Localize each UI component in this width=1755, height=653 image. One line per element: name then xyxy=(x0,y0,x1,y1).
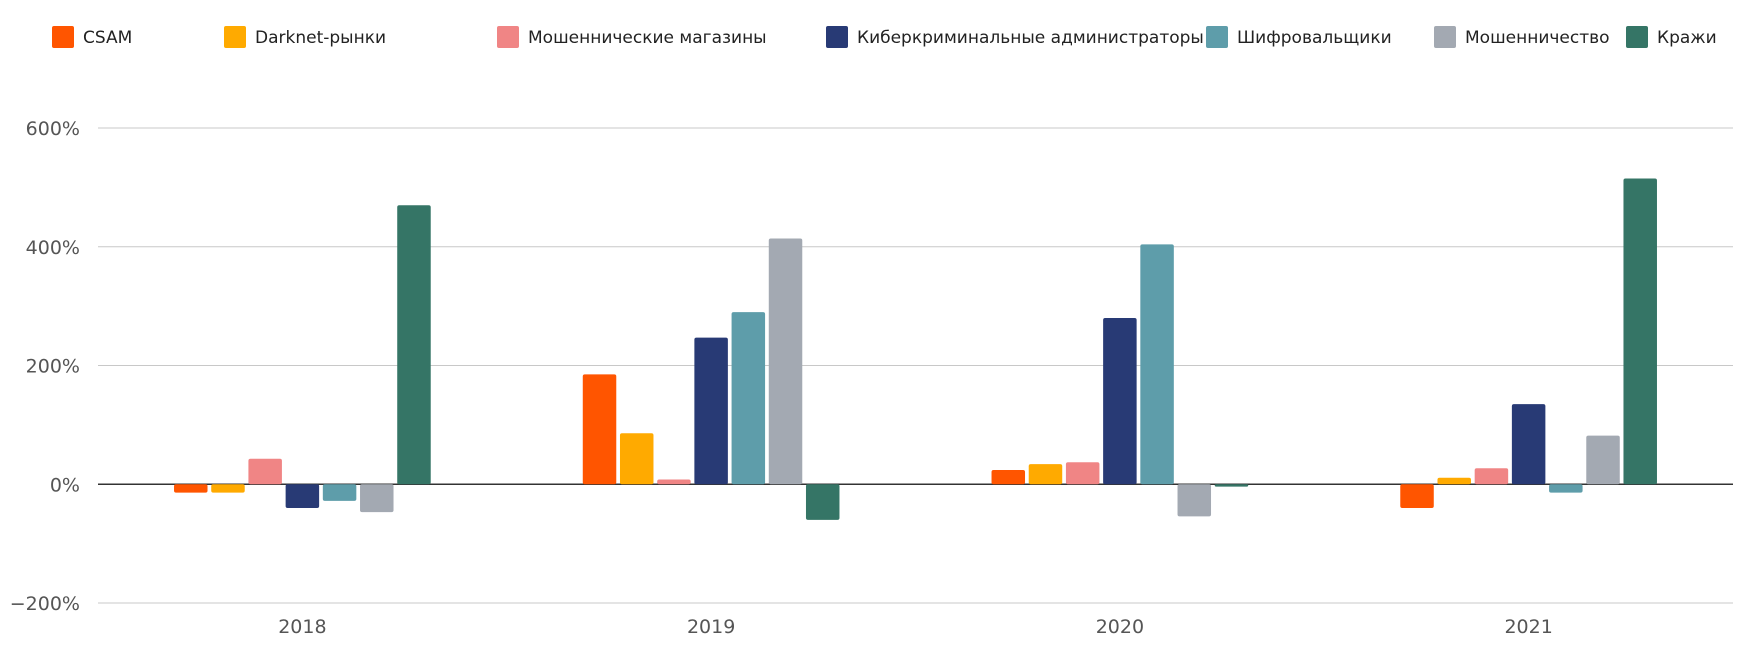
bar[interactable] xyxy=(582,374,617,485)
bar[interactable] xyxy=(694,337,728,485)
bar[interactable] xyxy=(1474,468,1509,485)
bar[interactable] xyxy=(1623,178,1657,485)
bars xyxy=(174,178,1657,520)
bar[interactable] xyxy=(1065,462,1100,485)
y-tick-label: 400% xyxy=(26,237,80,259)
bar[interactable] xyxy=(1549,484,1583,493)
legend-label: Мошеннические магазины xyxy=(528,28,767,48)
legend-item[interactable]: Darknet-рынки xyxy=(224,26,386,48)
bar[interactable] xyxy=(768,238,803,485)
legend-label: Шифровальщики xyxy=(1237,28,1392,48)
legend-label: Кражи xyxy=(1657,28,1717,48)
legend-label: CSAM xyxy=(83,28,132,48)
legend-swatch xyxy=(826,26,848,48)
legend-swatch xyxy=(1626,26,1648,48)
legend-swatch xyxy=(497,26,519,48)
x-tick-label: 2019 xyxy=(687,616,735,638)
legend-label: Darknet-рынки xyxy=(255,28,386,48)
bar[interactable] xyxy=(657,479,691,485)
bar[interactable] xyxy=(322,484,357,501)
legend: CSAM Darknet-рынки Мошеннические магазины К… xyxy=(52,26,1717,48)
y-tick-label: 200% xyxy=(26,356,80,378)
legend-item[interactable]: Киберкриминальные администраторы xyxy=(826,26,1204,48)
bar[interactable] xyxy=(1511,404,1546,485)
x-tick-label: 2021 xyxy=(1504,616,1552,638)
bar[interactable] xyxy=(1437,477,1471,485)
bar[interactable] xyxy=(1103,318,1137,485)
x-tick-label: 2020 xyxy=(1096,616,1144,638)
bar[interactable] xyxy=(1400,484,1434,508)
y-tick-label: 0% xyxy=(50,474,80,496)
bar[interactable] xyxy=(360,484,394,513)
legend-item[interactable]: Кражи xyxy=(1626,26,1717,48)
bar[interactable] xyxy=(174,484,208,493)
bar[interactable] xyxy=(1214,484,1249,487)
x-axis: 2018 2019 2020 2021 xyxy=(278,616,1553,638)
legend-swatch xyxy=(52,26,74,48)
legend-item[interactable]: Мошенничество xyxy=(1434,26,1610,48)
bar[interactable] xyxy=(1140,244,1174,485)
gridlines xyxy=(98,127,1733,604)
y-tick-label: −200% xyxy=(10,593,80,615)
legend-item[interactable]: CSAM xyxy=(52,26,132,48)
bar[interactable] xyxy=(731,312,766,485)
bar[interactable] xyxy=(397,205,431,485)
x-tick-label: 2018 xyxy=(278,616,326,638)
legend-item[interactable]: Шифровальщики xyxy=(1206,26,1392,48)
legend-swatch xyxy=(1206,26,1228,48)
bar[interactable] xyxy=(248,458,282,485)
y-tick-label: 600% xyxy=(26,118,80,140)
legend-label: Мошенничество xyxy=(1465,28,1610,48)
bar[interactable] xyxy=(1586,435,1620,485)
bar[interactable] xyxy=(619,433,654,485)
bar[interactable] xyxy=(991,470,1026,485)
bar[interactable] xyxy=(1028,464,1063,485)
legend-item[interactable]: Мошеннические магазины xyxy=(497,26,767,48)
bar[interactable] xyxy=(285,484,320,508)
bar[interactable] xyxy=(1177,484,1212,517)
legend-swatch xyxy=(224,26,246,48)
legend-label: Киберкриминальные администраторы xyxy=(857,28,1204,48)
bar[interactable] xyxy=(211,484,245,493)
y-axis: 600% 400% 200% 0% −200% xyxy=(10,118,80,615)
legend-swatch xyxy=(1434,26,1456,48)
bar[interactable] xyxy=(805,484,840,520)
